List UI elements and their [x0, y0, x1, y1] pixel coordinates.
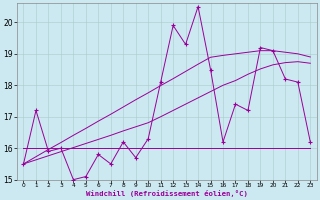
X-axis label: Windchill (Refroidissement éolien,°C): Windchill (Refroidissement éolien,°C) — [86, 190, 248, 197]
